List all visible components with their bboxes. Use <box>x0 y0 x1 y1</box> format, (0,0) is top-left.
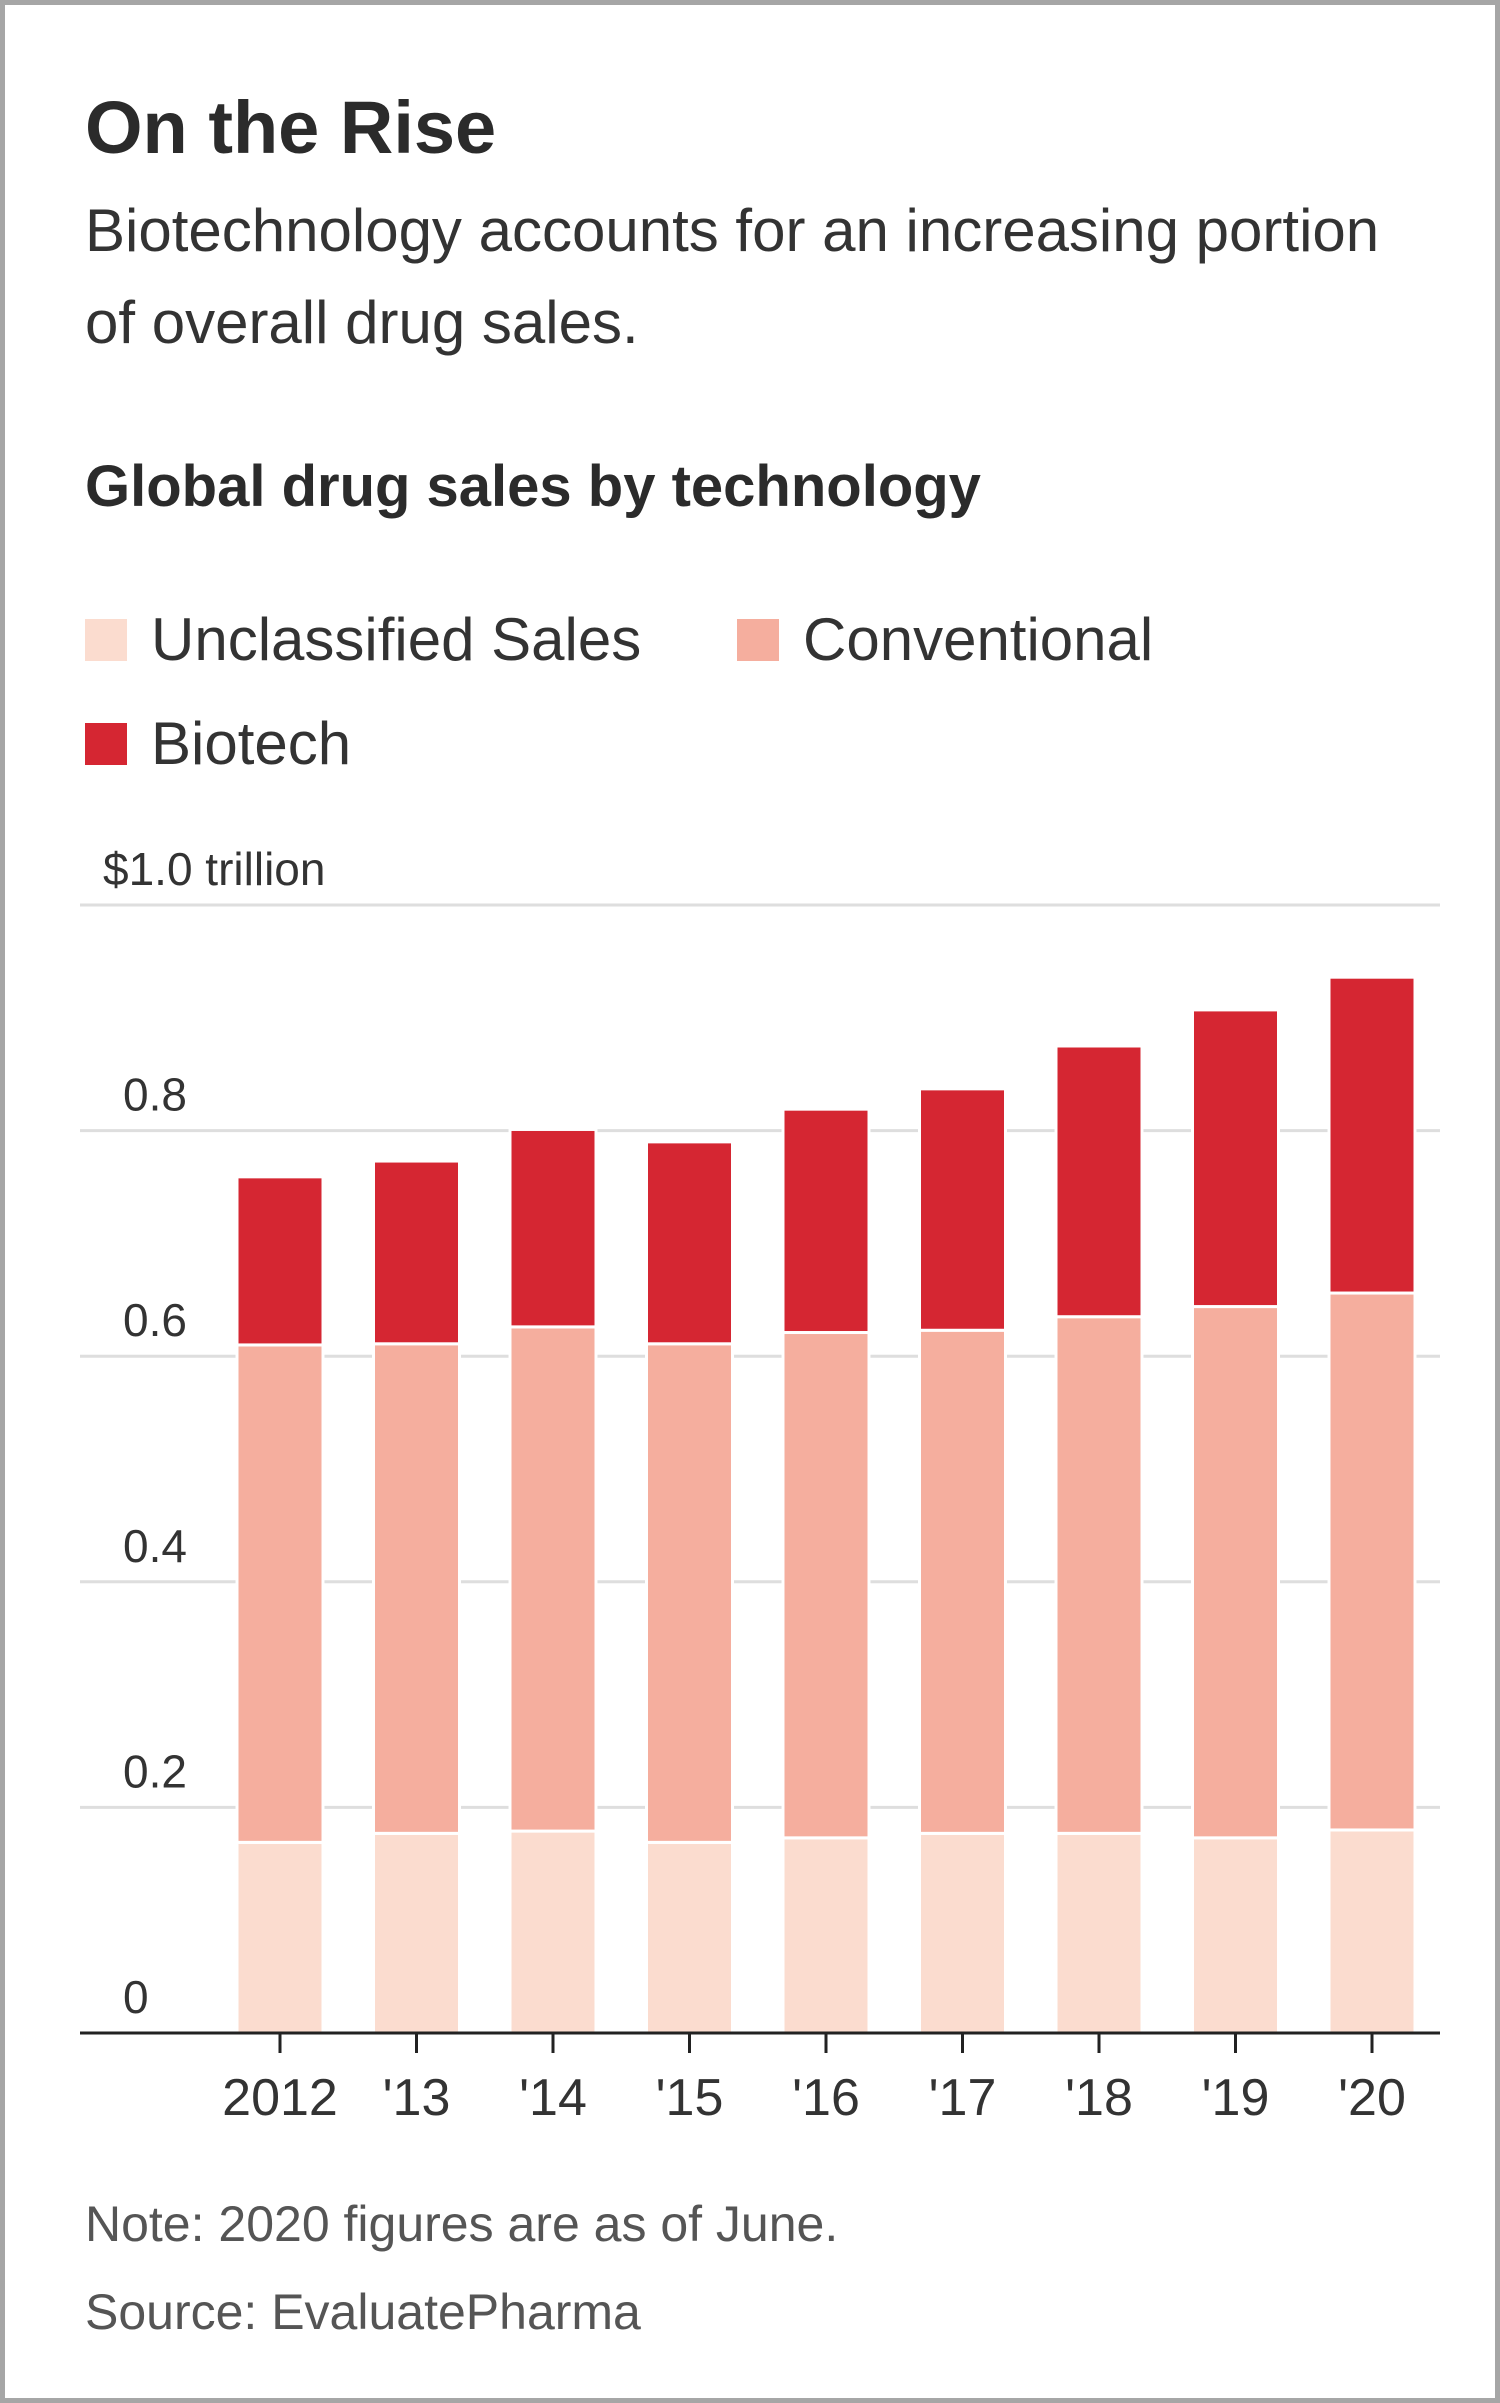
x-tick-label: '18 <box>1065 2069 1133 2127</box>
bar-segment <box>235 1343 325 1844</box>
bar-segment <box>372 1831 461 2035</box>
bar-segment <box>918 1087 1007 1332</box>
bar-segment <box>781 1331 871 1840</box>
bar-segment <box>781 1107 871 1335</box>
bar-segment <box>1054 1044 1144 1319</box>
y-tick-label: 0 <box>123 1971 149 2023</box>
x-tick-label: 2012 <box>222 2069 338 2127</box>
bar-segment <box>508 1829 598 2035</box>
legend-item-biotech: Biotech <box>85 709 351 778</box>
y-tick-label: 0.6 <box>123 1294 187 1346</box>
legend-item-conventional: Conventional <box>737 605 1153 674</box>
chart-title: On the Rise <box>85 86 497 169</box>
bar-segment <box>645 1840 734 2035</box>
x-tick-label: '19 <box>1202 2069 1270 2127</box>
bar-segment <box>1191 1836 1280 2035</box>
y-tick-label: 0.2 <box>123 1745 187 1797</box>
x-tick-label: '20 <box>1338 2069 1406 2127</box>
x-tick-label: '16 <box>792 2069 860 2127</box>
x-tick-label: '13 <box>383 2069 451 2127</box>
legend-swatch-conventional <box>737 618 779 661</box>
bar-segment <box>1191 1008 1280 1309</box>
bar-segment <box>1191 1305 1280 1840</box>
bar-segment <box>372 1159 461 1346</box>
x-tick-label: '15 <box>656 2069 724 2127</box>
x-tick-label: '17 <box>929 2069 997 2127</box>
footnote: Note: 2020 figures are as of June. <box>85 2196 839 2252</box>
bar-segment <box>235 1840 325 2035</box>
stacked-bar-chart: 0 0.2 0.4 0.6 0.8 $1.0 trillion 2012 '13 '14 '15 '… <box>80 843 1440 2127</box>
source-credit: Source: EvaluatePharma <box>85 2284 641 2340</box>
legend-label-conventional: Conventional <box>803 606 1154 673</box>
legend-label-unclassified: Unclassified Sales <box>151 606 642 673</box>
chart-heading: Global drug sales by technology <box>85 454 981 519</box>
bar-segment <box>1327 975 1417 1295</box>
bar-segment <box>508 1325 598 1833</box>
bar-segment <box>235 1175 325 1347</box>
bar-segment <box>1327 1291 1417 1832</box>
bar-segment <box>372 1342 461 1835</box>
bar-segment <box>645 1140 734 1346</box>
legend-item-unclassified: Unclassified Sales <box>85 605 641 674</box>
y-tick-label: 0.8 <box>123 1069 187 1121</box>
y-tick-label: $1.0 trillion <box>103 843 325 895</box>
legend-swatch-unclassified <box>85 618 127 661</box>
legend-swatch-biotech <box>85 722 127 765</box>
bar-segment <box>508 1127 598 1329</box>
bar-segment <box>918 1328 1007 1835</box>
bar-segment <box>645 1342 734 1844</box>
bar-segment <box>1054 1831 1144 2035</box>
bar-segment <box>1054 1315 1144 1835</box>
bar-segment <box>781 1836 871 2035</box>
x-tick-label: '14 <box>519 2069 587 2127</box>
y-tick-label: 0.4 <box>123 1520 187 1572</box>
chart-subtitle: Biotechnology accounts for an increasing… <box>85 197 1380 356</box>
bar-segment <box>918 1831 1007 2035</box>
bar-segment <box>1327 1828 1417 2035</box>
legend-label-biotech: Biotech <box>151 710 352 777</box>
